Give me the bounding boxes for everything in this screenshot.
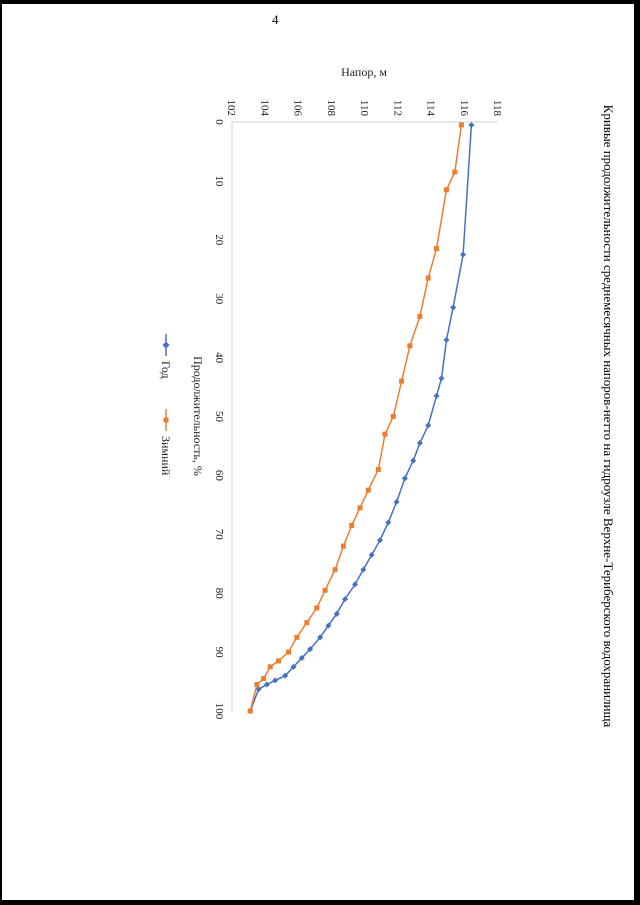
data-point [368,551,375,558]
data-point [460,251,467,258]
data-point [458,122,464,128]
data-point [399,378,405,384]
data-point [357,505,363,511]
data-point [332,567,338,573]
y-axis-label: Напор, м [341,65,387,79]
x-tick-label: 70 [213,529,225,541]
data-point [352,581,359,588]
x-tick-label: 40 [213,352,225,364]
data-point [317,634,324,641]
data-point [247,708,253,714]
legend-marker-zimniy [163,417,169,423]
y-tick-label: 118 [491,100,503,117]
data-point [307,646,314,653]
y-tick-label: 104 [258,100,270,117]
series [247,121,475,714]
series-line-god [249,124,473,712]
axes [231,121,498,711]
x-axis-ticks: 0 10 20 30 40 50 60 70 80 90 100 [213,119,225,720]
chart-title: Кривые продолжительности среднемесячных … [601,105,616,728]
legend: Год Зимний [159,334,173,476]
data-point [382,431,388,437]
y-axis-ticks: 102 104 106 108 110 112 114 116 118 [225,100,503,117]
x-axis-label: Продолжительность, % [191,356,205,476]
data-point [416,440,423,447]
data-point [261,676,267,682]
data-point [410,457,417,464]
x-tick-label: 20 [213,234,225,246]
y-tick-label: 116 [458,100,470,117]
y-tick-label: 108 [325,100,337,117]
data-point [443,187,449,193]
data-point [298,654,305,661]
data-point [438,375,445,382]
data-point [342,596,349,603]
data-point [333,610,340,617]
legend-item-god: Год [159,334,173,379]
data-point [272,677,279,684]
x-tick-label: 0 [213,119,225,125]
data-point [401,475,408,482]
data-point [314,605,320,611]
data-point [360,566,367,573]
data-point [425,422,432,429]
data-point [255,686,262,693]
y-tick-label: 102 [225,100,237,117]
legend-item-zimniy: Зимний [159,409,173,476]
document-page: 4 102 104 106 108 110 112 114 116 118 0 10 20 30 40 5… [2,4,634,900]
chart: 102 104 106 108 110 112 114 116 118 0 10 20 30 40 50 6… [159,65,616,728]
data-point [365,487,371,493]
data-point [322,587,328,593]
page-number: 4 [272,12,279,27]
data-point [267,664,273,670]
data-point [452,169,458,175]
data-point [390,414,396,419]
data-point [304,620,310,626]
data-point [376,537,383,544]
y-tick-label: 106 [292,100,304,117]
data-point [286,649,292,655]
x-tick-label: 60 [213,470,225,482]
data-point [375,467,381,473]
legend-marker-god [162,341,170,349]
data-point [393,498,400,505]
data-point [385,519,392,526]
y-tick-label: 114 [425,100,437,117]
legend-label-zimniy: Зимний [159,436,173,476]
data-point [263,681,270,688]
data-point [407,343,413,349]
x-tick-label: 50 [213,411,225,423]
data-point [325,622,332,629]
data-point [425,275,431,281]
data-point [443,336,450,343]
x-tick-label: 10 [213,175,225,187]
y-tick-label: 110 [358,100,370,117]
x-tick-label: 100 [213,703,225,720]
legend-label-god: Год [159,361,173,379]
data-point [254,681,260,687]
data-point [468,121,475,128]
data-point [282,672,289,679]
data-point [349,522,355,528]
data-point [294,634,300,640]
x-tick-label: 80 [213,588,225,600]
data-point [417,313,423,319]
data-point [276,658,282,664]
data-point [290,663,297,670]
y-tick-label: 112 [391,100,403,116]
x-tick-label: 30 [213,293,225,305]
x-tick-label: 90 [213,647,225,659]
data-point [433,246,439,252]
data-point [450,304,457,311]
data-point [340,543,346,549]
data-point [433,392,440,399]
